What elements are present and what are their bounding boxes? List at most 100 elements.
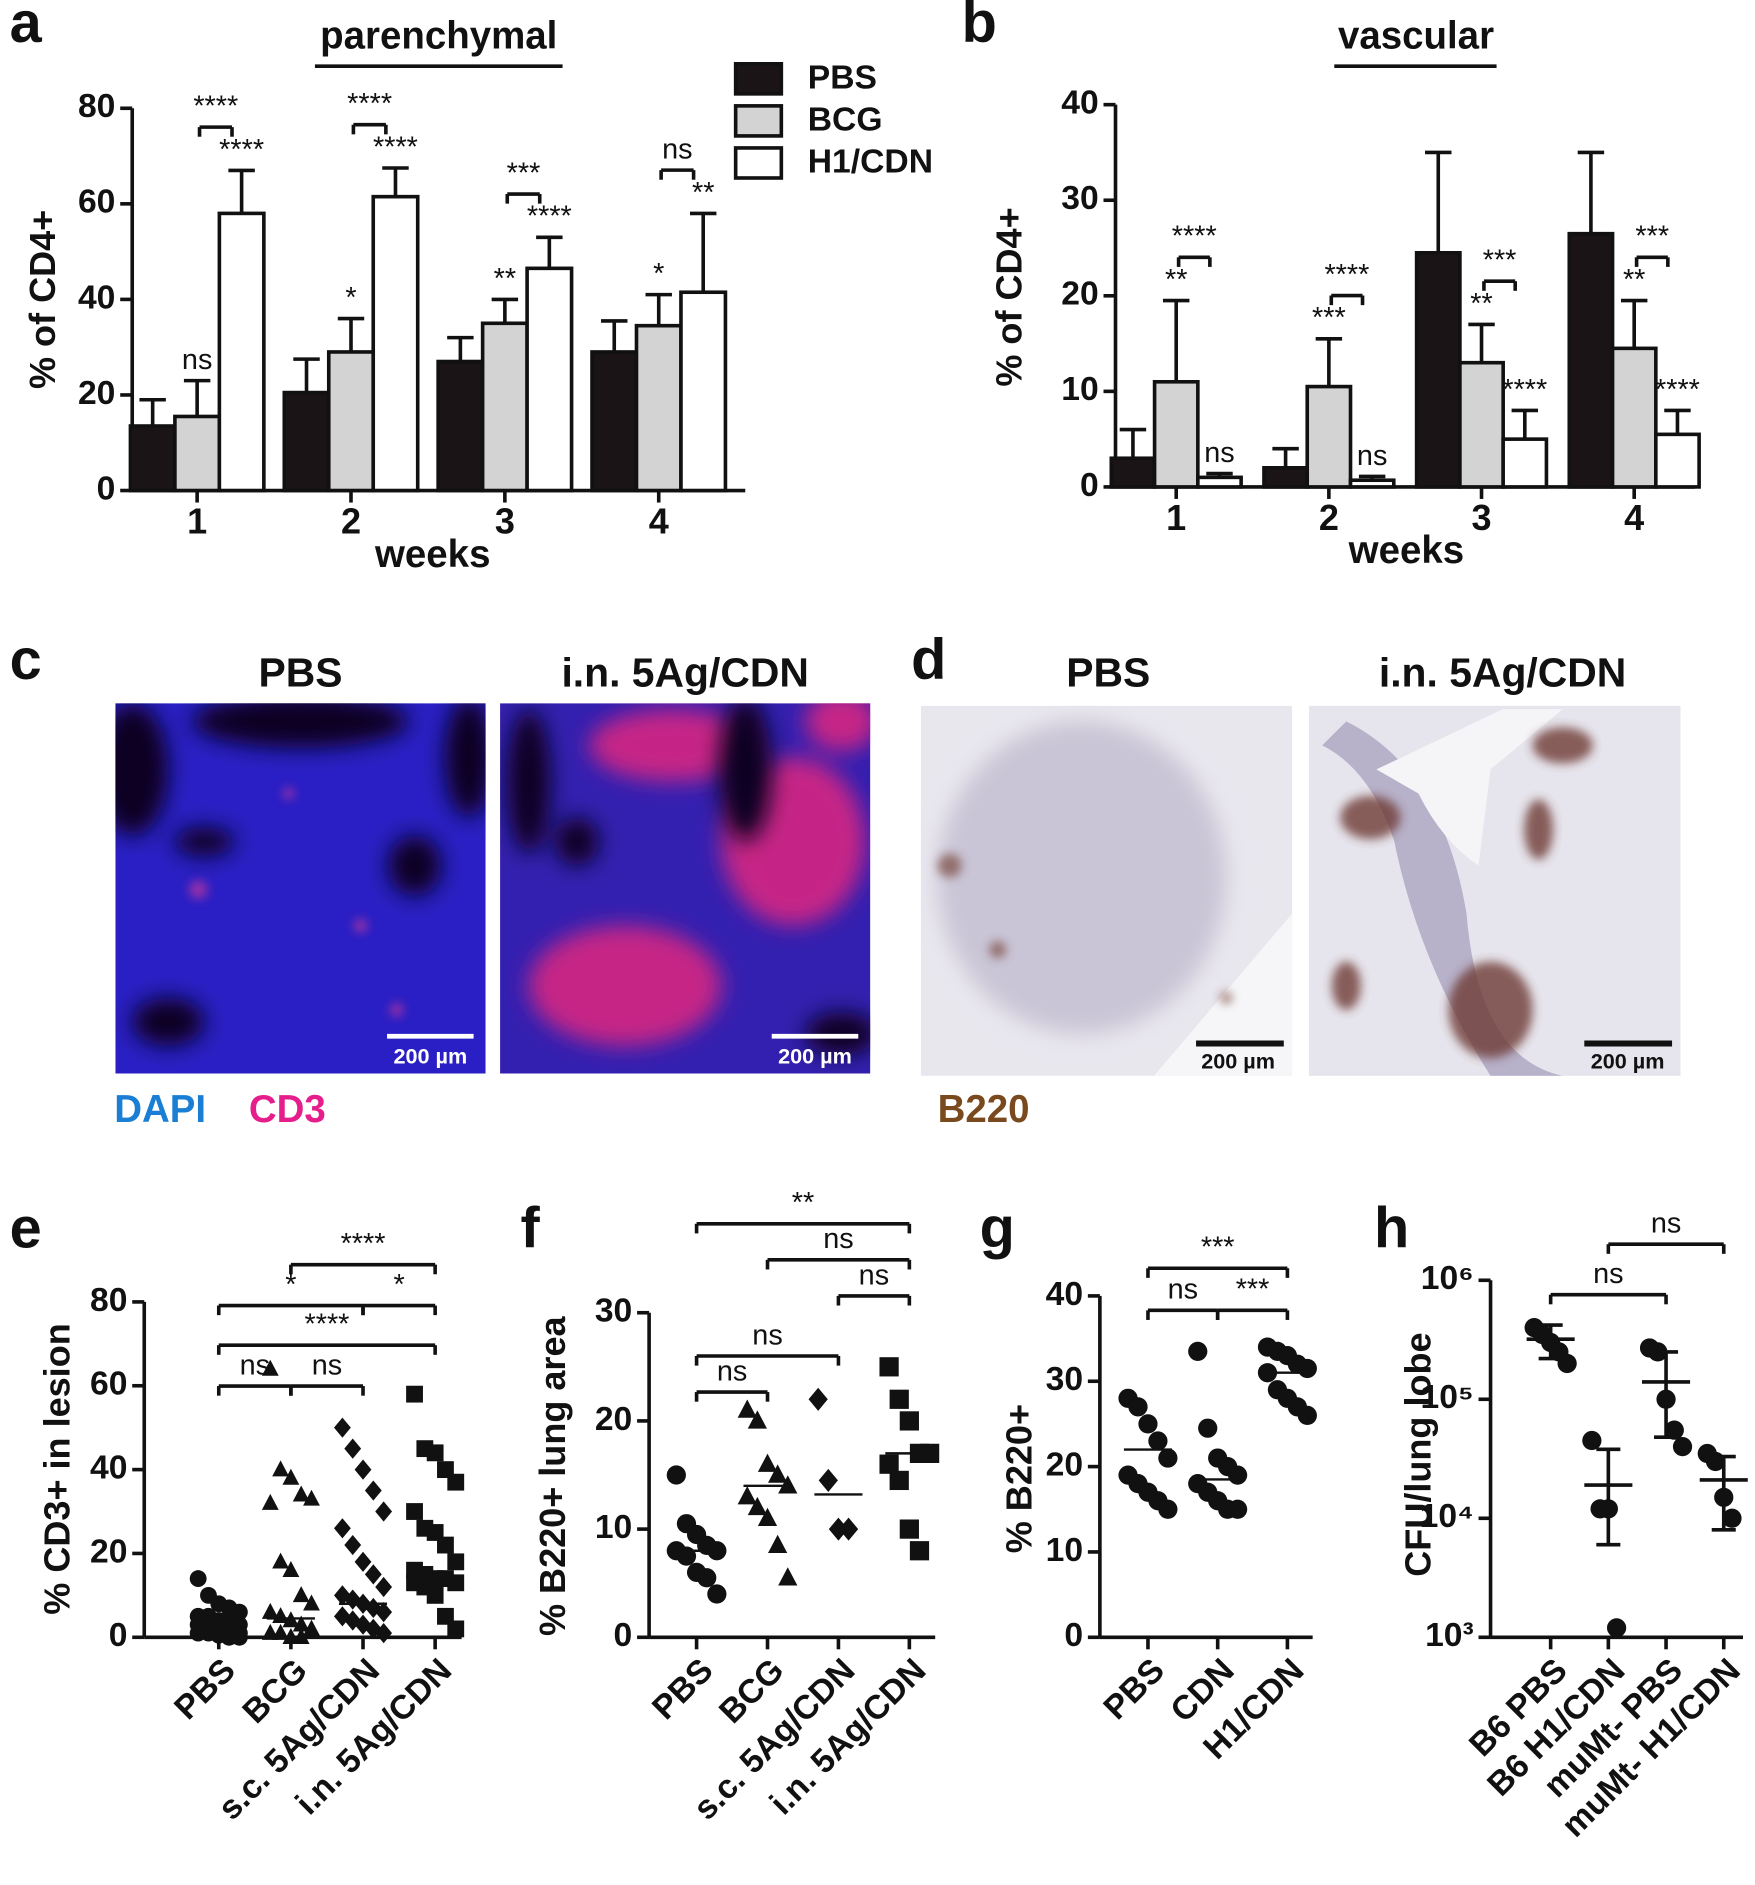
stain-label: DAPI [114,1088,206,1131]
chart-title: vascular [1338,15,1494,58]
bar [1458,360,1505,489]
y-tick-label: 20 [90,1533,127,1570]
data-point [282,1468,300,1485]
y-tick-label: 20 [1046,1446,1083,1483]
y-tick-label: 10⁵ [1420,1379,1473,1416]
data-point [1138,1414,1158,1434]
significance-label: ** [1165,264,1187,296]
bar [436,359,485,493]
data-point [303,1619,320,1636]
significance-label: ns [717,1355,747,1387]
y-tick-label: 40 [78,279,115,316]
data-point [1227,1465,1248,1485]
data-point [344,1438,362,1459]
bar [480,321,529,493]
data-point [189,1570,207,1588]
scale-bar-label: 200 µm [778,1044,852,1069]
significance-label: ** [792,1187,814,1219]
y-tick-label: 60 [78,184,115,221]
data-point [1148,1431,1168,1451]
bar [525,266,574,493]
y-tick-label: 20 [78,375,115,412]
data-point [364,1564,382,1585]
data-point [1722,1508,1742,1528]
data-point [272,1460,290,1477]
significance-label: * [285,1269,296,1301]
data-point [333,1417,351,1438]
y-tick-label: 80 [78,88,115,125]
data-point [364,1480,382,1501]
data-point [292,1586,310,1603]
significance-label: **** [373,131,418,163]
x-tick-label: 1 [1166,497,1186,538]
y-tick-label: 0 [614,1617,633,1654]
data-point [747,1496,767,1516]
data-point [747,1410,767,1429]
bar [128,424,177,493]
micrograph [115,703,486,1074]
y-tick-label: 0 [1080,467,1099,504]
significance-label: * [653,258,664,290]
y-tick-label: 40 [90,1449,127,1486]
significance-label: **** [219,134,264,166]
bar [371,194,420,493]
image-title: i.n. 5Ag/CDN [561,649,808,695]
y-tick-label: 0 [1064,1617,1083,1654]
bar [634,323,683,493]
y-tick-label: 60 [90,1366,127,1403]
chart-title: parenchymal [320,15,557,58]
data-point [406,1503,423,1520]
significance-label: *** [1312,302,1346,334]
data-point [1227,1499,1248,1519]
bar [679,290,728,493]
data-point [272,1623,290,1640]
data-point [768,1534,788,1554]
data-point [909,1541,930,1561]
x-tick-label: 4 [649,501,669,542]
significance-label: **** [1502,374,1547,406]
data-point [1297,1358,1317,1379]
data-point [447,1620,465,1638]
data-point [737,1399,757,1418]
data-point [426,1444,444,1462]
data-point [899,1519,919,1539]
panel-letter: g [980,1196,1015,1260]
bar [1567,231,1615,489]
significance-label: **** [527,201,572,233]
y-axis-label: % B220+ lung area [532,1315,573,1636]
y-tick-label: 10⁶ [1421,1260,1474,1297]
data-point [375,1576,393,1598]
data-point [282,1560,300,1577]
panel-letter: e [10,1196,42,1260]
legend-swatch [733,146,784,180]
data-point [757,1507,778,1526]
legend-label: H1/CDN [808,143,933,180]
data-point [447,1574,465,1592]
data-point [768,1464,788,1483]
significance-label: **** [341,1228,386,1260]
panel-letter: b [962,0,997,55]
significance-label: **** [1172,221,1217,253]
data-point [1672,1437,1693,1457]
data-point [1128,1397,1148,1417]
data-point [1297,1405,1317,1426]
data-point [1198,1418,1218,1438]
data-point [333,1518,351,1539]
panel-letter: a [10,0,43,55]
data-point [889,1470,909,1491]
significance-label: ** [692,177,714,209]
x-tick-label: 3 [495,501,515,542]
y-axis-label: % of CD4+ [22,210,63,389]
significance-label: ** [494,263,516,295]
significance-label: *** [507,157,541,189]
data-point [889,1389,909,1409]
significance-label: **** [193,91,238,123]
data-point [1188,1341,1208,1361]
x-tick-label: 2 [1319,497,1339,538]
significance-label: * [345,282,356,314]
legend-swatch [733,104,784,138]
data-point [344,1534,362,1556]
data-point [292,1615,310,1632]
y-tick-label: 10³ [1425,1617,1474,1654]
